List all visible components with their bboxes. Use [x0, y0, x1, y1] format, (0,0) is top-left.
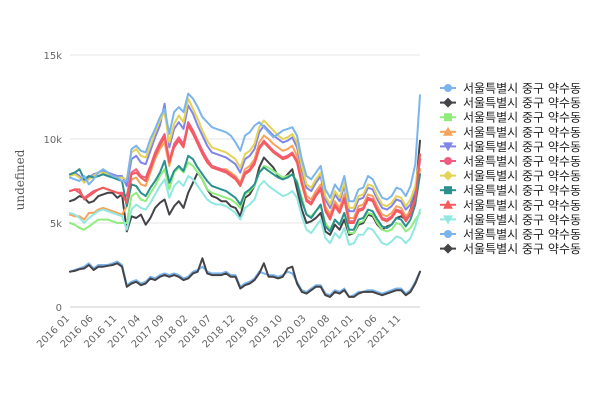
legend-label: 서울특별시 중구 약수동: [463, 110, 581, 125]
series-line-10[interactable]: [69, 175, 421, 246]
legend-item[interactable]: 서울특별시 중구 약수동: [440, 95, 581, 110]
y-axis-title: undefined: [13, 149, 27, 210]
legend-marker-triangle: [443, 199, 453, 209]
legend-label: 서울특별시 중구 약수동: [463, 241, 581, 256]
y-tick-label: 5k: [50, 219, 62, 230]
legend-marker-triangle: [443, 126, 453, 136]
legend-item[interactable]: 서울특별시 중구 약수동: [440, 227, 581, 242]
legend-marker-diamond: [443, 97, 453, 108]
legend-marker-square: [444, 113, 452, 122]
legend-marker-triangle-down: [443, 142, 453, 152]
legend-label: 서울특별시 중구 약수동: [463, 124, 581, 139]
y-tick-label: 0: [56, 303, 62, 314]
legend-label: 서울특별시 중구 약수동: [463, 183, 581, 198]
series-line-12[interactable]: [69, 257, 421, 298]
legend-item[interactable]: 서울특별시 중구 약수동: [440, 197, 581, 212]
legend-marker-square: [444, 186, 452, 195]
legend-item[interactable]: 서울특별시 중구 약수동: [440, 110, 581, 125]
legend-item[interactable]: 서울특별시 중구 약수동: [440, 183, 581, 198]
legend-item[interactable]: 서울특별시 중구 약수동: [440, 168, 581, 183]
legend-marker-circle: [444, 84, 452, 92]
legend-marker-triangle-down: [443, 215, 453, 225]
legend-item[interactable]: 서울특별시 중구 약수동: [440, 241, 581, 256]
legend-label: 서울특별시 중구 약수동: [463, 197, 581, 212]
legend-marker-circle: [444, 230, 452, 238]
legend-label: 서울특별시 중구 약수동: [463, 81, 581, 96]
series-line-9[interactable]: [69, 124, 421, 224]
legend-label: 서울특별시 중구 약수동: [463, 139, 581, 154]
legend-label: 서울특별시 중구 약수동: [463, 227, 581, 242]
series-line-7[interactable]: [69, 97, 421, 209]
series-line-11[interactable]: [69, 92, 421, 203]
legend-marker-diamond: [443, 170, 453, 181]
legend-label: 서울특별시 중구 약수동: [463, 95, 581, 110]
legend-item[interactable]: 서울특별시 중구 약수동: [440, 154, 581, 169]
legend-item[interactable]: 서울특별시 중구 약수동: [440, 81, 581, 96]
legend-item[interactable]: 서울특별시 중구 약수동: [440, 124, 581, 139]
legend-item[interactable]: 서울특별시 중구 약수동: [440, 212, 581, 227]
y-tick-label: 10k: [43, 135, 62, 146]
legend-marker-diamond: [443, 243, 453, 254]
legend-label: 서울특별시 중구 약수동: [463, 212, 581, 227]
series-lines: [69, 92, 421, 298]
legend-label: 서울특별시 중구 약수동: [463, 168, 581, 183]
legend-marker-circle: [444, 157, 452, 165]
legend-label: 서울특별시 중구 약수동: [463, 154, 581, 169]
legend-item[interactable]: 서울특별시 중구 약수동: [440, 139, 581, 154]
y-tick-label: 15k: [43, 51, 62, 62]
